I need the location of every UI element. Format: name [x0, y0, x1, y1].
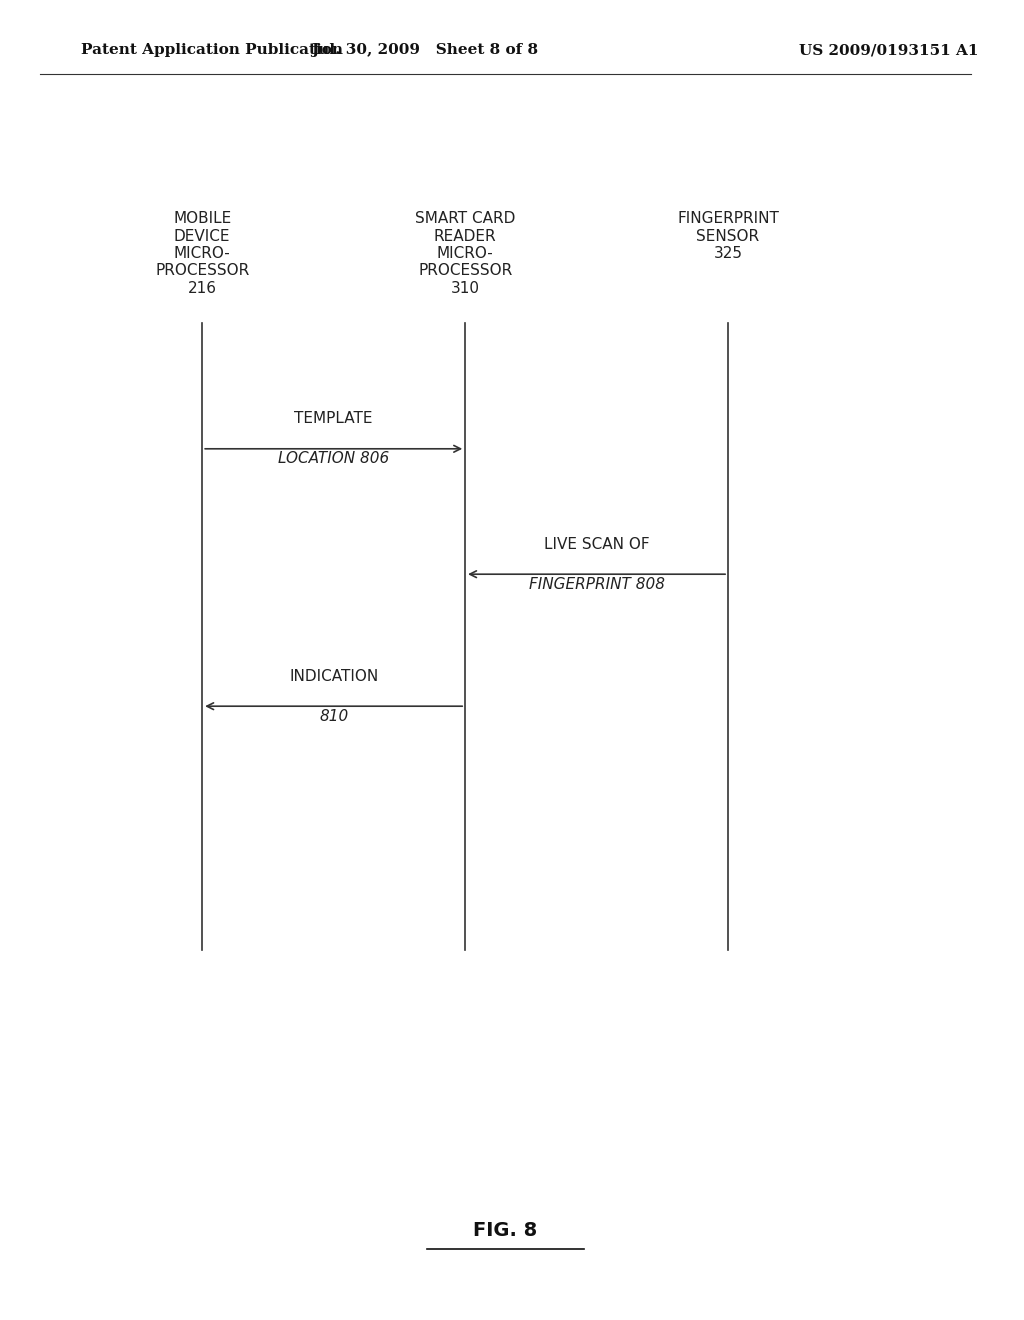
Text: INDICATION: INDICATION: [289, 669, 378, 684]
Text: US 2009/0193151 A1: US 2009/0193151 A1: [799, 44, 978, 57]
Text: LIVE SCAN OF: LIVE SCAN OF: [544, 537, 649, 552]
Text: SMART CARD
READER
MICRO-
PROCESSOR
310: SMART CARD READER MICRO- PROCESSOR 310: [415, 211, 515, 296]
Text: Patent Application Publication: Patent Application Publication: [81, 44, 343, 57]
Text: LOCATION 806: LOCATION 806: [279, 451, 389, 466]
Text: 810: 810: [319, 709, 348, 723]
Text: FINGERPRINT 808: FINGERPRINT 808: [528, 577, 665, 591]
Text: MOBILE
DEVICE
MICRO-
PROCESSOR
216: MOBILE DEVICE MICRO- PROCESSOR 216: [155, 211, 250, 296]
Text: TEMPLATE: TEMPLATE: [295, 412, 373, 426]
Text: Jul. 30, 2009   Sheet 8 of 8: Jul. 30, 2009 Sheet 8 of 8: [311, 44, 539, 57]
Text: FINGERPRINT
SENSOR
325: FINGERPRINT SENSOR 325: [677, 211, 779, 261]
Text: FIG. 8: FIG. 8: [473, 1221, 538, 1239]
